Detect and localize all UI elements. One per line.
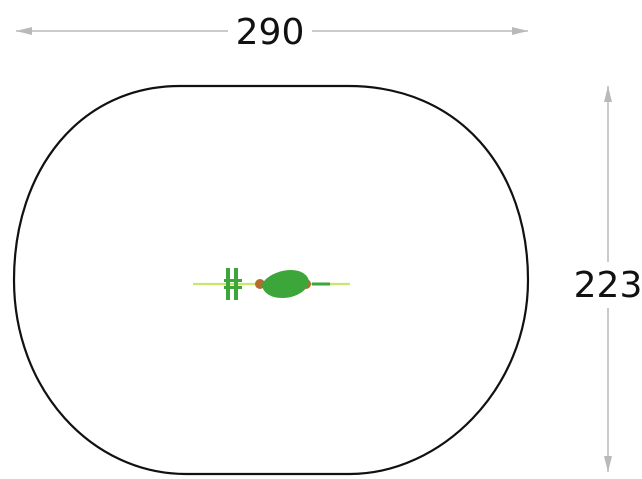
- safety-zone-outline: [12, 84, 530, 476]
- rocking-spring-equipment-icon: [193, 268, 350, 300]
- width-label: 290: [236, 12, 305, 53]
- width-dimension: 290: [16, 8, 528, 53]
- height-label: 223: [574, 265, 642, 306]
- height-dimension: 223: [574, 86, 642, 472]
